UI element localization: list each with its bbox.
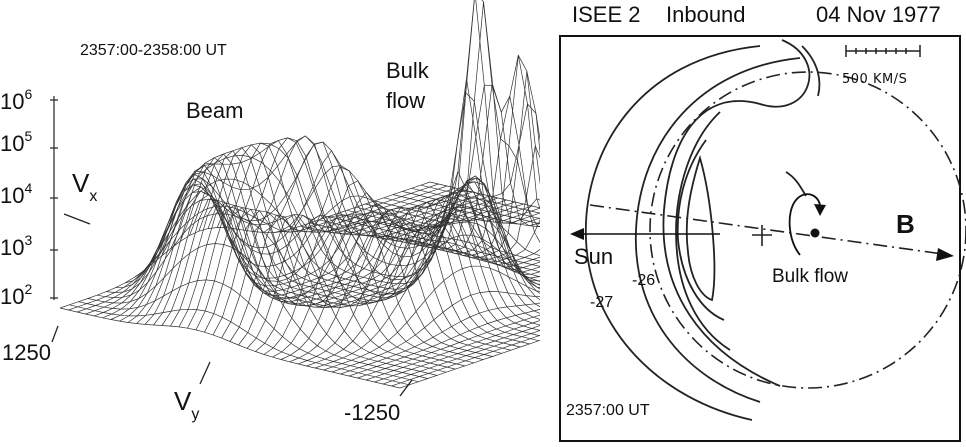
mesh-line-u bbox=[383, 197, 540, 224]
header-spacecraft: ISEE 2 bbox=[572, 2, 641, 27]
mesh-line-u bbox=[207, 147, 540, 337]
scale-label-1e6: 106 bbox=[0, 86, 33, 114]
mesh-line-u bbox=[189, 153, 530, 345]
contour-lines bbox=[585, 39, 821, 421]
vy-axis-label: Vy bbox=[174, 386, 200, 423]
header-direction: Inbound bbox=[666, 2, 746, 27]
mesh-line-u bbox=[272, 165, 540, 294]
b-arrow-head bbox=[936, 248, 954, 261]
contour-frame bbox=[559, 35, 961, 442]
mesh-line-v bbox=[399, 339, 540, 389]
b-axis-line bbox=[589, 204, 951, 256]
mesh-line-u bbox=[328, 216, 540, 267]
mesh-line-u bbox=[402, 191, 540, 225]
mesh-line-u bbox=[133, 178, 475, 364]
vy-pointer bbox=[199, 361, 211, 385]
scale-label-1e2: 102 bbox=[0, 281, 33, 309]
contour-label-26: -26 bbox=[632, 272, 656, 289]
mesh-line-u bbox=[365, 54, 540, 224]
min-pointer bbox=[51, 325, 59, 343]
mesh-line-u bbox=[69, 304, 410, 386]
max-pointer bbox=[399, 379, 413, 397]
mesh-line-u bbox=[124, 184, 465, 367]
rotation-arrow bbox=[788, 193, 821, 256]
scale-label-1e5: 105 bbox=[0, 128, 33, 156]
mesh-line-u bbox=[244, 137, 540, 314]
mesh-line-v bbox=[374, 325, 540, 383]
mesh-line-v bbox=[391, 335, 540, 387]
mesh-line-u bbox=[374, 103, 540, 222]
rotation-arrow-head bbox=[814, 204, 826, 216]
time-label: 2357:00 UT bbox=[566, 402, 650, 419]
axis-min-label: 1250 bbox=[2, 340, 51, 365]
scale-label-1e4: 104 bbox=[0, 180, 33, 208]
mesh-line-u bbox=[392, 194, 540, 228]
bulk-flow-label-line1: Bulk bbox=[386, 58, 429, 83]
mesh-line-u bbox=[152, 170, 493, 357]
b-label: B bbox=[896, 209, 915, 239]
mesh-line-u bbox=[235, 140, 540, 320]
mesh-line-u bbox=[281, 195, 540, 290]
mesh-line-u bbox=[198, 150, 539, 342]
boundary-circle bbox=[649, 71, 966, 389]
mesh-line-u bbox=[420, 184, 540, 214]
mesh-line-u bbox=[87, 243, 428, 379]
mesh-line-u bbox=[355, 0, 540, 243]
bulk-flow-label: Bulk flow bbox=[772, 266, 849, 287]
mesh-line-u bbox=[346, 92, 540, 256]
sun-label: Sun bbox=[574, 244, 614, 269]
mesh-line-u bbox=[429, 181, 540, 209]
mesh-line-u bbox=[309, 222, 540, 278]
bulk-flow-dot bbox=[810, 228, 820, 238]
mesh-line-v bbox=[382, 330, 540, 385]
contour-label-27: -27 bbox=[590, 294, 614, 311]
mesh-line-u bbox=[226, 142, 540, 326]
scale-bar-label: 500 KM/S bbox=[842, 72, 908, 87]
axis-max-label: -1250 bbox=[344, 400, 401, 425]
beam-label: Beam bbox=[186, 98, 244, 123]
mesh-line-u bbox=[263, 141, 540, 301]
time-range-label: 2357:00-2358:00 UT bbox=[80, 42, 227, 59]
vx-pointer bbox=[63, 213, 91, 225]
bulk-flow-label-line2: flow bbox=[386, 88, 426, 113]
mesh-line-u bbox=[106, 198, 447, 373]
scale-bar bbox=[845, 45, 921, 57]
mesh-line-u bbox=[115, 190, 456, 370]
mesh-line-u bbox=[179, 157, 521, 348]
mesh-line-u bbox=[78, 279, 419, 383]
mesh-line-u bbox=[254, 135, 540, 308]
mesh-line-u bbox=[337, 209, 540, 262]
mesh-line-v bbox=[357, 314, 540, 379]
mesh-line-u bbox=[96, 213, 438, 376]
mesh-line-v bbox=[365, 320, 540, 381]
mesh-line-u bbox=[59, 307, 401, 389]
mesh-surface-plot bbox=[50, 0, 540, 397]
vx-axis-label: Vx bbox=[72, 168, 98, 205]
sun-arrow-head bbox=[570, 228, 584, 240]
mesh-line-u bbox=[411, 187, 540, 219]
scale-label-1e3: 103 bbox=[0, 232, 33, 260]
mesh-line-u bbox=[318, 219, 540, 273]
header-date: 04 Nov 1977 bbox=[816, 2, 941, 27]
